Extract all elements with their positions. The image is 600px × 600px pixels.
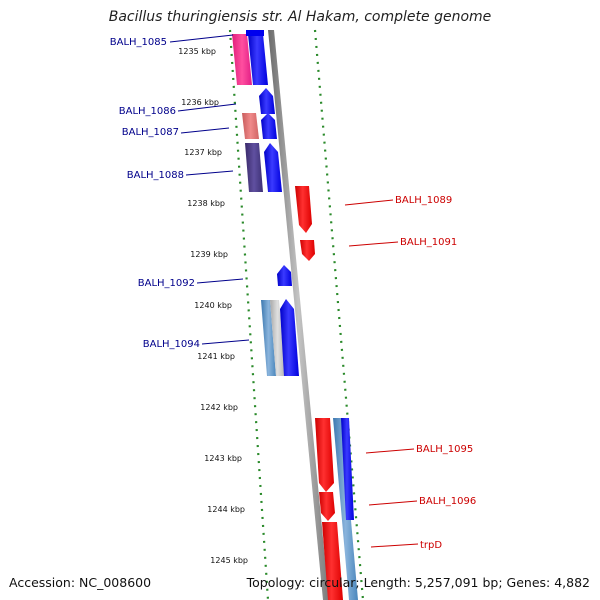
tick-label: 1240 kbp: [194, 301, 232, 310]
tick-label: 1242 kbp: [200, 403, 238, 412]
gene-label: BALH_1094: [143, 339, 200, 350]
gene-label: BALH_1095: [416, 444, 473, 455]
dotted-tick-line-right: [313, 29, 365, 600]
tick-label: 1243 kbp: [204, 454, 242, 463]
tick-label: 1244 kbp: [207, 505, 245, 514]
forward-genes: [232, 30, 358, 600]
gene-balh-1092: [277, 265, 292, 286]
label-leader-line: [348, 241, 399, 247]
gene-label: BALH_1087: [122, 127, 179, 138]
tick-label: 1245 kbp: [210, 556, 248, 565]
gene-label: BALH_1092: [138, 278, 195, 289]
gene-balh-1089: [295, 186, 312, 233]
label-leader-line: [180, 127, 230, 134]
reverse-genes: [295, 186, 343, 600]
tick-label: 1236 kbp: [181, 98, 219, 107]
gene-balh-1085: [232, 34, 252, 85]
gene-balh-1085-overlap: [248, 34, 268, 85]
tick-label: 1237 kbp: [184, 148, 222, 157]
gene-balh-1088: [245, 143, 263, 192]
gene-balh-1094: [261, 300, 276, 376]
label-leader-line: [365, 448, 415, 454]
tick-label: 1235 kbp: [178, 47, 216, 56]
gene-label: BALH_1085: [110, 37, 167, 48]
label-leader-line: [169, 34, 234, 43]
tick-label: 1239 kbp: [190, 250, 228, 259]
label-leader-line: [177, 103, 237, 112]
map-title: Bacillus thuringiensis str. Al Hakam, co…: [108, 9, 492, 25]
tick-labels: 1235 kbp 1236 kbp 1237 kbp 1238 kbp 1239 kbp…: [178, 47, 248, 565]
label-leader-line: [368, 500, 418, 506]
gene-balh-1091: [300, 240, 315, 261]
gene-balh-1096: [319, 492, 335, 521]
topology-text: Topology: circular; Length: 5,257,091 bp…: [246, 575, 590, 590]
gene-balh-1086: [259, 88, 275, 114]
gene-labels: BALH_1085 BALH_1086 BALH_1087 BALH_1088 BALH…: [110, 34, 476, 551]
gene-label: BALH_1089: [395, 195, 452, 206]
label-leader-line: [344, 199, 394, 206]
label-leader-line: [201, 339, 250, 345]
gene-trpd: [322, 522, 343, 600]
gene-label: trpD: [420, 540, 442, 551]
gene-label: BALH_1096: [419, 496, 476, 507]
tick-label: 1241 kbp: [197, 352, 235, 361]
gene-label: BALH_1088: [127, 170, 184, 181]
gene-label: BALH_1086: [119, 106, 176, 117]
genome-backbone: [268, 30, 329, 600]
label-leader-line: [185, 170, 234, 176]
gene-label: BALH_1091: [400, 237, 457, 248]
gene-balh-1087: [242, 113, 259, 139]
gene-balh-1095: [315, 418, 334, 492]
tick-label: 1238 kbp: [187, 199, 225, 208]
accession-text: Accession: NC_008600: [9, 575, 152, 590]
label-leader-line: [370, 543, 419, 548]
label-leader-line: [196, 278, 244, 284]
